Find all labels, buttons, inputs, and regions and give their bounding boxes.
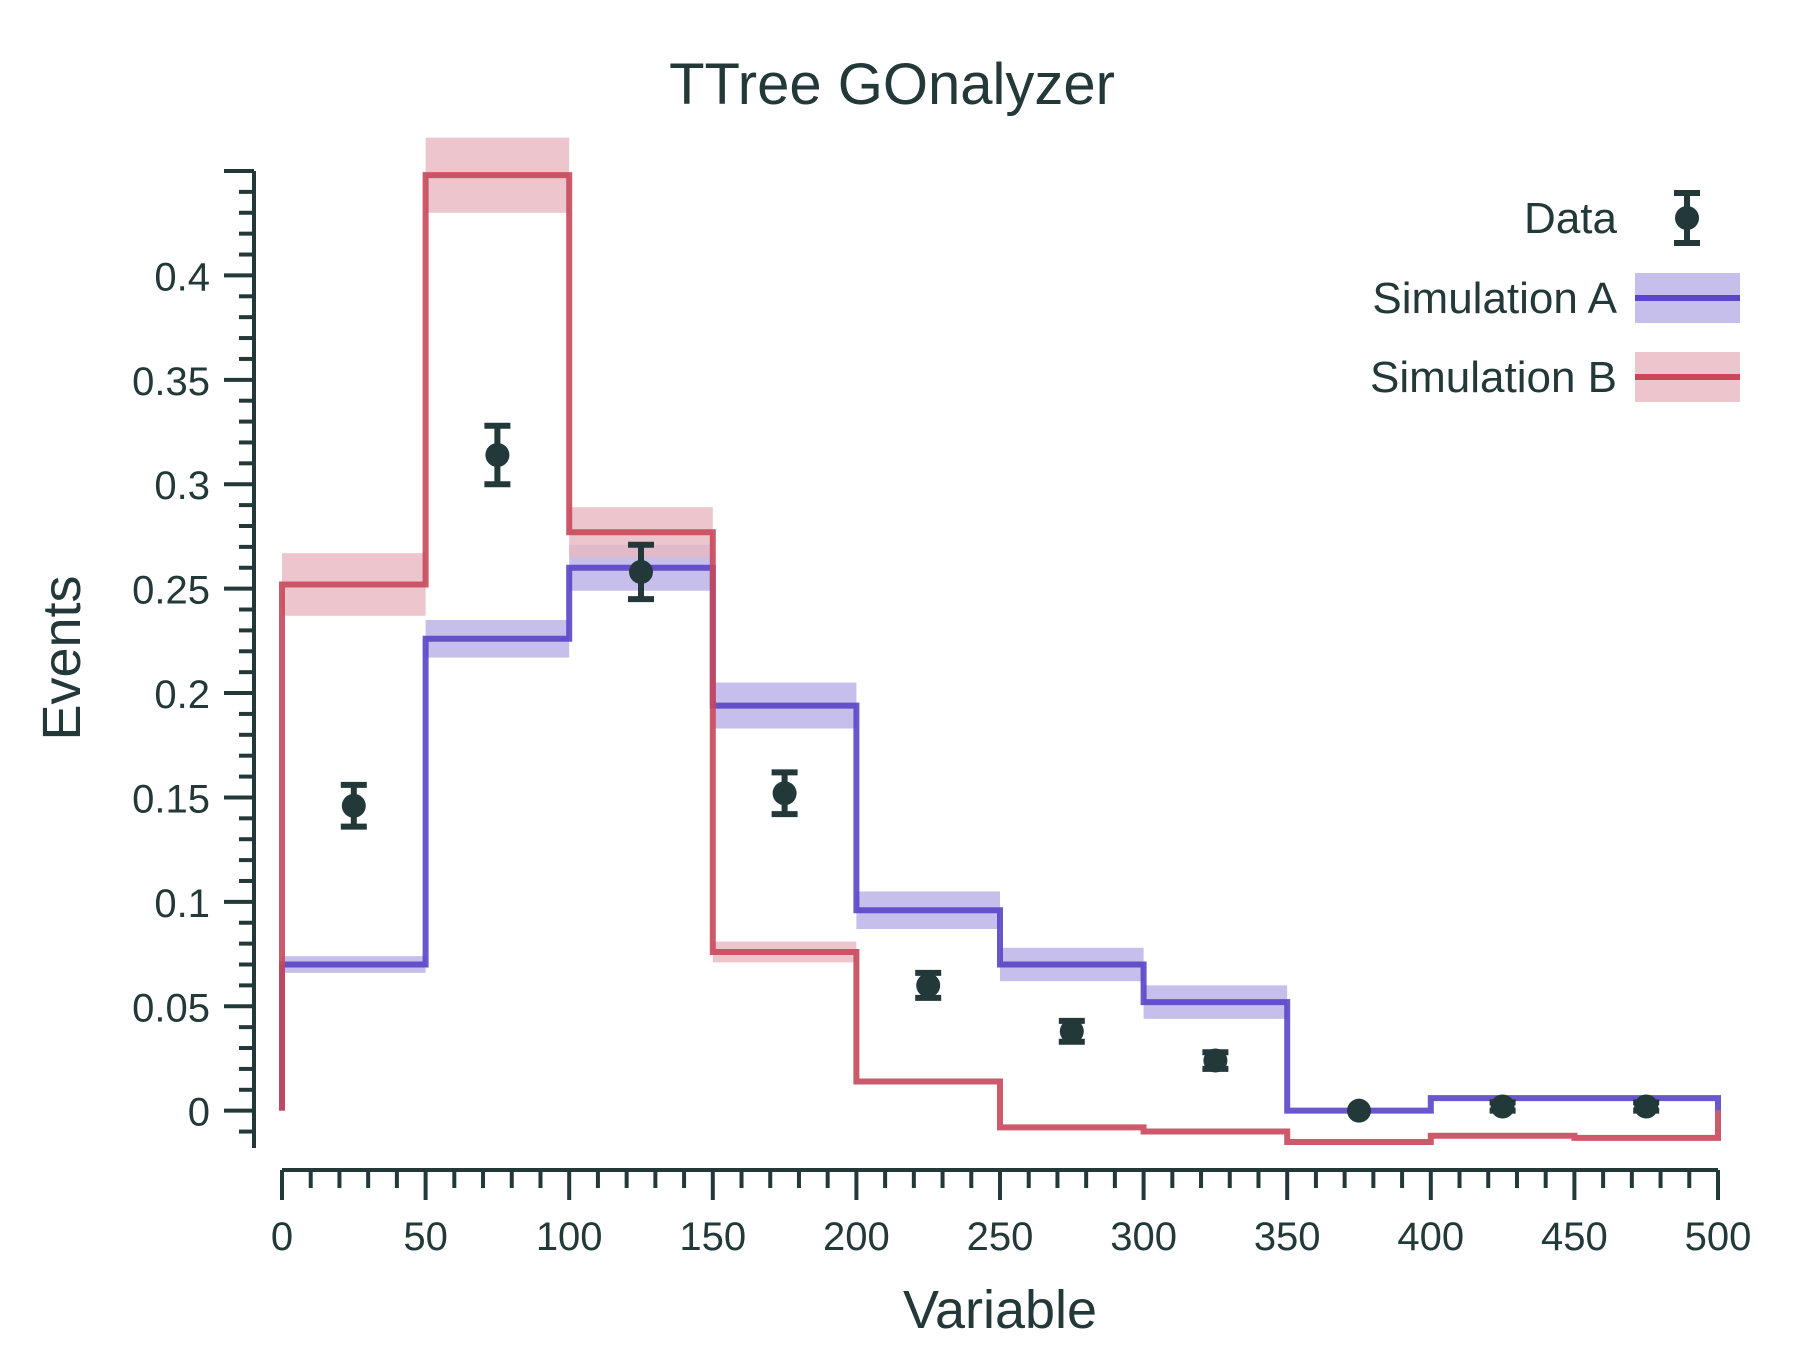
data-point-7	[1347, 1098, 1371, 1123]
y-tick-label: 0.1	[154, 882, 210, 926]
x-tick-label: 50	[403, 1215, 448, 1259]
x-tick-label: 150	[679, 1215, 746, 1259]
x-tick-label: 0	[271, 1215, 293, 1259]
data-marker	[772, 781, 797, 806]
y-tick-label: 0.25	[132, 569, 210, 613]
data-point-2	[628, 541, 654, 603]
y-axis-label: Events	[32, 575, 92, 740]
x-tick-label: 350	[1254, 1215, 1321, 1259]
data-marker	[1059, 1019, 1084, 1044]
y-tick-label: 0.35	[132, 360, 210, 404]
points-layer	[340, 422, 1660, 1123]
legend: Data Simulation A Simulation B	[1370, 190, 1740, 402]
legend-label: Data	[1524, 194, 1617, 243]
y-tick-label: 0.2	[154, 673, 210, 717]
data-marker	[485, 442, 510, 467]
x-tick-label: 200	[823, 1215, 890, 1259]
lines-layer	[279, 172, 1721, 1145]
y-tick-label: 0.3	[154, 464, 210, 508]
data-marker	[1203, 1048, 1228, 1073]
bands-layer	[282, 137, 1288, 1019]
legend-label: Simulation A	[1372, 274, 1617, 323]
data-marker	[1347, 1098, 1371, 1123]
x-tick-label: 100	[536, 1215, 603, 1259]
x-axis-label: Variable	[903, 1280, 1097, 1340]
data-point-0	[340, 781, 367, 830]
x-tick-label: 400	[1397, 1215, 1464, 1259]
data-point-4	[915, 969, 942, 1001]
x-tick-label: 250	[967, 1215, 1034, 1259]
data-marker	[341, 793, 366, 818]
simulation-b-step-line	[279, 172, 1721, 1145]
data-marker	[916, 973, 941, 998]
legend-entry-simulation-a: Simulation A	[1372, 273, 1740, 323]
simulation-a-step-line	[279, 564, 1721, 1114]
y-tick-label: 0.4	[154, 255, 210, 299]
legend-entry-simulation-b: Simulation B	[1370, 352, 1740, 402]
x-tick-label: 500	[1685, 1215, 1752, 1259]
data-point-1	[484, 422, 511, 488]
chart-title: TTree GOnalyzer	[669, 52, 1115, 117]
data-point-9	[1633, 1094, 1660, 1119]
data-point-5	[1058, 1017, 1085, 1045]
x-tick-label: 450	[1541, 1215, 1608, 1259]
data-marker	[1490, 1094, 1515, 1119]
y-tick-label: 0	[188, 1091, 210, 1135]
legend-entry-data: Data	[1524, 190, 1700, 246]
data-marker	[1634, 1094, 1659, 1119]
data-marker	[629, 559, 653, 584]
legend-label: Simulation B	[1370, 353, 1617, 402]
data-point-3	[771, 769, 798, 818]
data-point-8	[1489, 1094, 1516, 1119]
y-tick-label: 0.15	[132, 777, 210, 821]
legend-marker	[1675, 206, 1699, 230]
data-point-6	[1202, 1048, 1229, 1073]
axes-layer: 0 0.05 0.1 0.15 0.2 0.25 0.3 0.35 0.4 0 50 100 150 20…	[132, 169, 1752, 1259]
y-tick-label: 0.05	[132, 986, 210, 1030]
x-tick-label: 300	[1110, 1215, 1177, 1259]
